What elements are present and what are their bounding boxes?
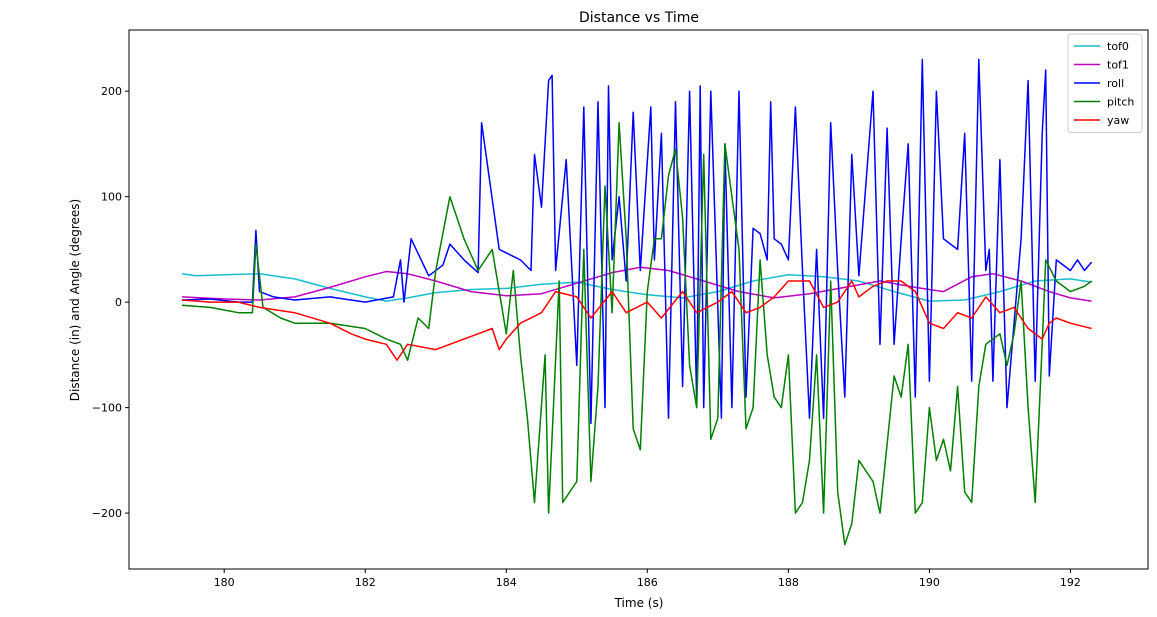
x-axis-label: Time (s)	[614, 596, 664, 610]
y-axis-label: Distance (in) and Angle (degrees)	[68, 199, 82, 401]
chart-title: Distance vs Time	[579, 10, 699, 26]
series-line-tof0	[181, 272, 1092, 302]
legend: tof0 tof1 roll pitch yaw	[1067, 33, 1143, 133]
series-line-pitch	[181, 122, 1093, 546]
x-tick-label: 188	[778, 576, 799, 589]
legend-label-tof0: tof0	[1107, 40, 1129, 53]
x-tick-label: 184	[496, 576, 517, 589]
series-layer	[181, 58, 1093, 546]
x-axis: 180 182 184 186 188 190 192	[214, 569, 1081, 589]
x-tick-label: 192	[1060, 576, 1081, 589]
x-tick-label: 186	[637, 576, 658, 589]
legend-label-pitch: pitch	[1107, 96, 1134, 109]
y-tick-label: 0	[115, 296, 122, 309]
series-line-roll	[181, 58, 1093, 425]
y-tick-label: −100	[92, 402, 122, 415]
series-line-yaw	[181, 280, 1092, 361]
x-tick-label: 180	[214, 576, 235, 589]
series-line-tof1	[181, 266, 1092, 302]
y-axis: −200 −100 0 100 200	[92, 85, 129, 520]
x-tick-label: 190	[919, 576, 940, 589]
legend-label-tof1: tof1	[1107, 59, 1129, 72]
legend-box	[1067, 33, 1143, 133]
y-tick-label: −200	[92, 507, 122, 520]
y-tick-label: 100	[101, 191, 122, 204]
legend-label-yaw: yaw	[1107, 114, 1129, 127]
y-tick-label: 200	[101, 85, 122, 98]
plot-frame	[128, 29, 1149, 570]
x-tick-label: 182	[355, 576, 376, 589]
legend-label-roll: roll	[1107, 77, 1124, 90]
